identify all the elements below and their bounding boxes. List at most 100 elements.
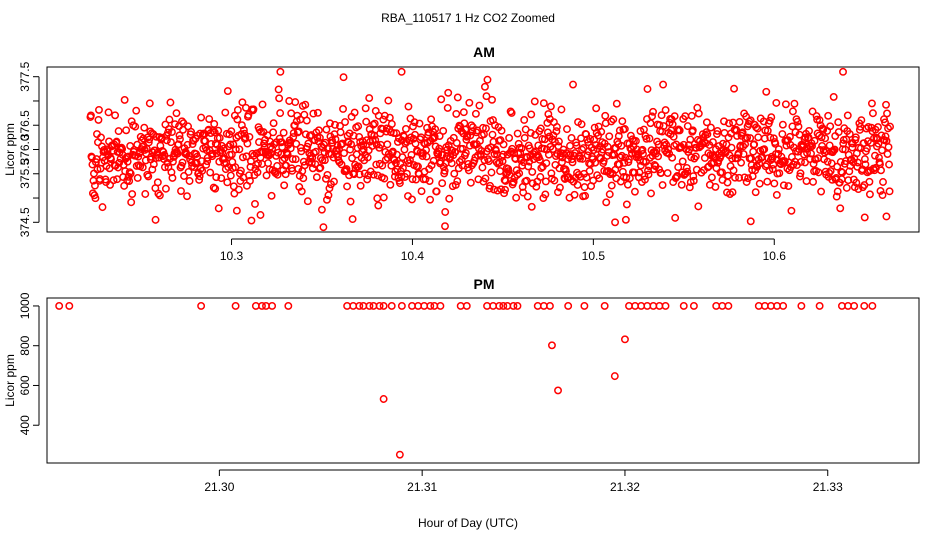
am-data-point [482, 92, 491, 101]
am-data-point [195, 175, 204, 184]
am-data-point [373, 171, 382, 180]
am-data-point [165, 115, 174, 124]
am-data-point [177, 187, 185, 195]
am-data-point [724, 171, 732, 180]
am-data-point [346, 145, 355, 154]
am-data-point [508, 144, 517, 153]
am-data-point [205, 115, 214, 123]
am-data-point [803, 149, 811, 157]
am-data-point [421, 175, 430, 184]
am-data-point [746, 134, 755, 143]
am-data-point [612, 99, 621, 108]
am-data-point [746, 116, 755, 125]
am-data-point [530, 97, 539, 106]
pm-y-tick-label: 600 [18, 375, 32, 395]
am-data-point [602, 198, 611, 207]
am-data-point [432, 187, 441, 196]
am-data-point [809, 159, 818, 168]
am-data-point [788, 107, 797, 116]
am-data-point [512, 193, 521, 202]
am-data-point [605, 190, 614, 199]
am-data-point [860, 213, 869, 222]
am-data-point [630, 187, 639, 196]
am-data-point [291, 155, 300, 164]
am-data-point [361, 104, 370, 113]
pm-data-point [65, 302, 74, 310]
am-data-point [879, 178, 887, 186]
am-data-point [223, 178, 232, 187]
am-data-point [737, 158, 746, 167]
am-data-point [644, 170, 653, 179]
am-data-point [601, 111, 610, 120]
am-data-point [865, 177, 874, 186]
am-data-point [273, 170, 282, 179]
am-data-point [176, 135, 184, 144]
am-data-point [326, 119, 334, 128]
am-data-point [780, 157, 789, 166]
am-data-point [292, 139, 301, 148]
am-data-point [662, 140, 671, 149]
am-data-point [871, 151, 879, 160]
pm-data-point [268, 302, 277, 310]
am-data-point [774, 145, 783, 154]
am-data-point [517, 144, 526, 153]
am-data-point [729, 166, 738, 175]
am-data-point [762, 87, 771, 96]
am-data-point [354, 122, 363, 131]
am-data-point [223, 87, 232, 95]
pm-data-point [375, 302, 384, 310]
am-data-point [187, 127, 196, 136]
am-data-point [718, 168, 726, 177]
am-data-point [111, 111, 120, 120]
am-data-point [381, 155, 390, 164]
am-data-point [160, 150, 169, 159]
pm-data-point [779, 302, 788, 310]
am-data-point [145, 99, 154, 108]
pm-data-point [436, 302, 445, 310]
am-data-point [407, 150, 416, 159]
am-data-point [532, 182, 541, 191]
am-data-point [154, 189, 163, 198]
am-data-point [91, 194, 100, 203]
am-data-point [796, 172, 804, 181]
am-data-point [685, 183, 694, 192]
am-data-point [711, 182, 720, 191]
am-data-point [817, 187, 826, 196]
am-x-tick-label: 10.5 [582, 249, 606, 263]
am-data-point [624, 155, 633, 164]
am-data-point [741, 140, 750, 149]
am-data-point [453, 177, 462, 186]
am-data-point [884, 143, 893, 151]
pm-data-point [462, 302, 471, 310]
am-data-point [301, 130, 310, 139]
am-data-point [572, 141, 581, 150]
am-data-point [725, 119, 733, 128]
am-data-point [244, 111, 253, 119]
am-data-point [418, 152, 427, 161]
am-data-point [881, 118, 889, 127]
am-data-point [238, 153, 247, 162]
am-data-point [807, 149, 815, 158]
am-data-point [519, 188, 528, 197]
am-data-point [488, 95, 496, 104]
am-data-point [127, 117, 136, 126]
am-data-point [759, 146, 768, 155]
am-data-point [537, 164, 546, 172]
am-data-point [445, 194, 454, 203]
am-data-point [607, 181, 616, 190]
am-data-point [253, 168, 262, 177]
am-data-point [536, 124, 545, 133]
am-data-point [183, 140, 192, 149]
am-data-point [315, 133, 324, 142]
am-data-point [422, 152, 431, 161]
am-data-point [362, 117, 371, 126]
am-data-point [578, 154, 587, 163]
am-data-point [383, 154, 392, 162]
pm-data-point [258, 302, 266, 310]
am-data-point [209, 183, 218, 192]
am-data-point [802, 177, 811, 186]
am-data-point [882, 212, 891, 221]
am-data-point [749, 147, 758, 156]
am-data-point [632, 145, 641, 154]
am-data-point [728, 188, 737, 197]
